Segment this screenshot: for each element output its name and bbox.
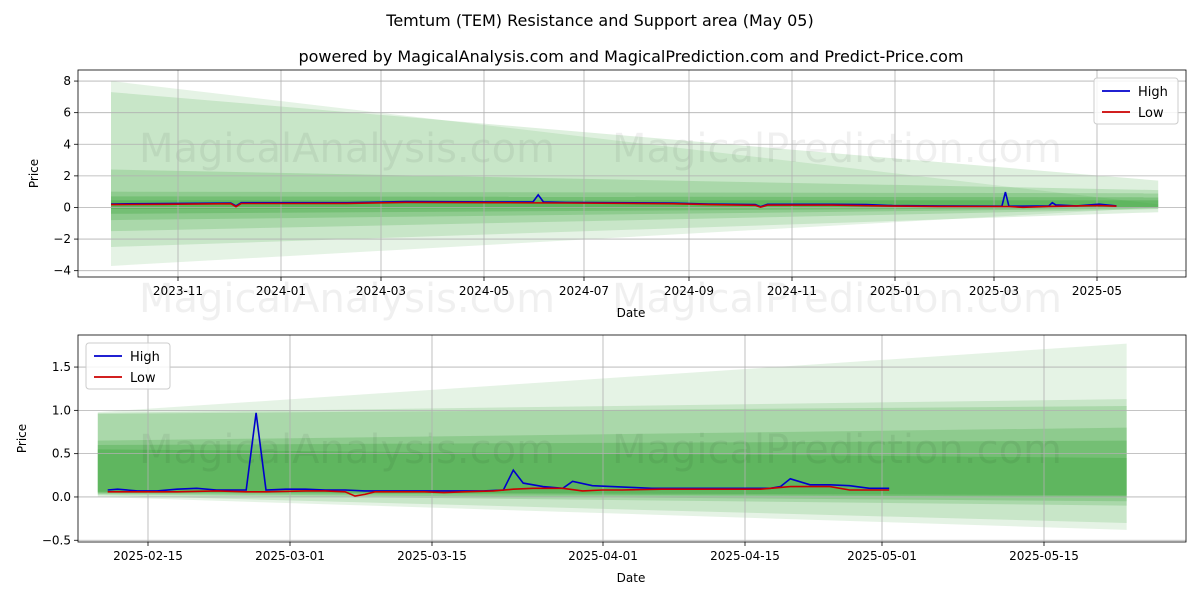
figure-subtitle: powered by MagicalAnalysis.com and Magic…	[298, 47, 963, 66]
band-6	[97, 449, 1127, 496]
x-tick-label: 2025-04-15	[710, 549, 780, 563]
x-tick-label: 2025-01	[870, 284, 920, 298]
band-2	[97, 399, 1127, 523]
series-line-low	[110, 201, 1117, 209]
x-axis-label: Date	[617, 306, 646, 320]
x-tick-label: 2025-04-01	[568, 549, 638, 563]
x-tick-label: 2024-09	[664, 284, 714, 298]
band-group	[110, 81, 1159, 266]
series-group	[110, 191, 1117, 209]
legend: High Low	[1093, 77, 1179, 125]
x-tick-label: 2025-02-15	[113, 549, 183, 563]
y-axis-label: Price	[15, 424, 29, 453]
x-tick-label: 2023-11	[153, 284, 203, 298]
band-3	[97, 406, 1127, 506]
legend-label-low: Low	[1138, 106, 1164, 121]
x-tick-label: 2024-01	[256, 284, 306, 298]
x-tick-label: 2024-11	[767, 284, 817, 298]
y-tick-label: 0	[63, 200, 71, 214]
y-tick-label: 1.5	[52, 360, 71, 374]
watermark: MagicalPrediction.com	[612, 276, 1062, 322]
band-1	[110, 81, 1159, 266]
watermark: MagicalAnalysis.com	[139, 126, 555, 172]
y-tick-label: 0.5	[52, 447, 71, 461]
axes-frame	[77, 69, 1187, 278]
x-tick-label: 2024-05	[459, 284, 509, 298]
chart-2: MagicalAnalysis.com MagicalAnalysis.com Ma…	[15, 0, 1187, 585]
chart-1: MagicalAnalysis.com MagicalAnalysis.com Ma…	[27, 69, 1187, 322]
legend-label-high: High	[130, 350, 160, 365]
y-axis-label: Price	[27, 159, 41, 188]
band-2	[110, 92, 1159, 247]
y-tick-label: −4	[53, 264, 71, 278]
watermark: MagicalAnalysis.com	[139, 276, 555, 322]
y-tick-label: −2	[53, 232, 71, 246]
x-tick-label: 2024-07	[559, 284, 609, 298]
watermark: MagicalPrediction.com	[612, 126, 1062, 172]
x-tick-label: 2025-03-15	[397, 549, 467, 563]
x-tick-label: 2025-05-15	[1009, 549, 1079, 563]
axes-frame	[77, 334, 1187, 543]
y-tick-label: 6	[63, 106, 71, 120]
figure-title: Temtum (TEM) Resistance and Support area…	[385, 11, 813, 30]
x-axis-label: Date	[617, 571, 646, 585]
x-tick-label: 2025-05	[1072, 284, 1122, 298]
y-tick-label: 0.0	[52, 490, 71, 504]
y-tick-label: 1.0	[52, 403, 71, 417]
x-tick-label: 2025-03-01	[255, 549, 325, 563]
band-5	[110, 196, 1159, 214]
watermark: MagicalPrediction.com	[612, 0, 1062, 10]
watermark: MagicalAnalysis.com	[139, 427, 555, 473]
legend: High Low	[85, 342, 171, 390]
watermark: MagicalPrediction.com	[612, 427, 1062, 473]
y-tick-label: 2	[63, 169, 71, 183]
y-tick-label: −0.5	[42, 533, 71, 547]
series-group	[107, 412, 890, 497]
band-3	[110, 169, 1159, 232]
x-tick-label: 2025-05-01	[847, 549, 917, 563]
band-group	[97, 343, 1127, 530]
band-1	[97, 343, 1127, 530]
band-5	[97, 440, 1127, 497]
band-4	[97, 427, 1127, 502]
series-line-low	[107, 485, 890, 497]
watermark: MagicalAnalysis.com	[139, 0, 555, 10]
legend-label-high: High	[1138, 85, 1168, 100]
x-tick-label: 2025-03	[969, 284, 1019, 298]
legend-label-low: Low	[130, 371, 156, 386]
band-4	[110, 191, 1159, 221]
x-tick-label: 2024-03	[356, 284, 406, 298]
y-tick-label: 8	[63, 74, 71, 88]
y-tick-label: 4	[63, 137, 71, 151]
